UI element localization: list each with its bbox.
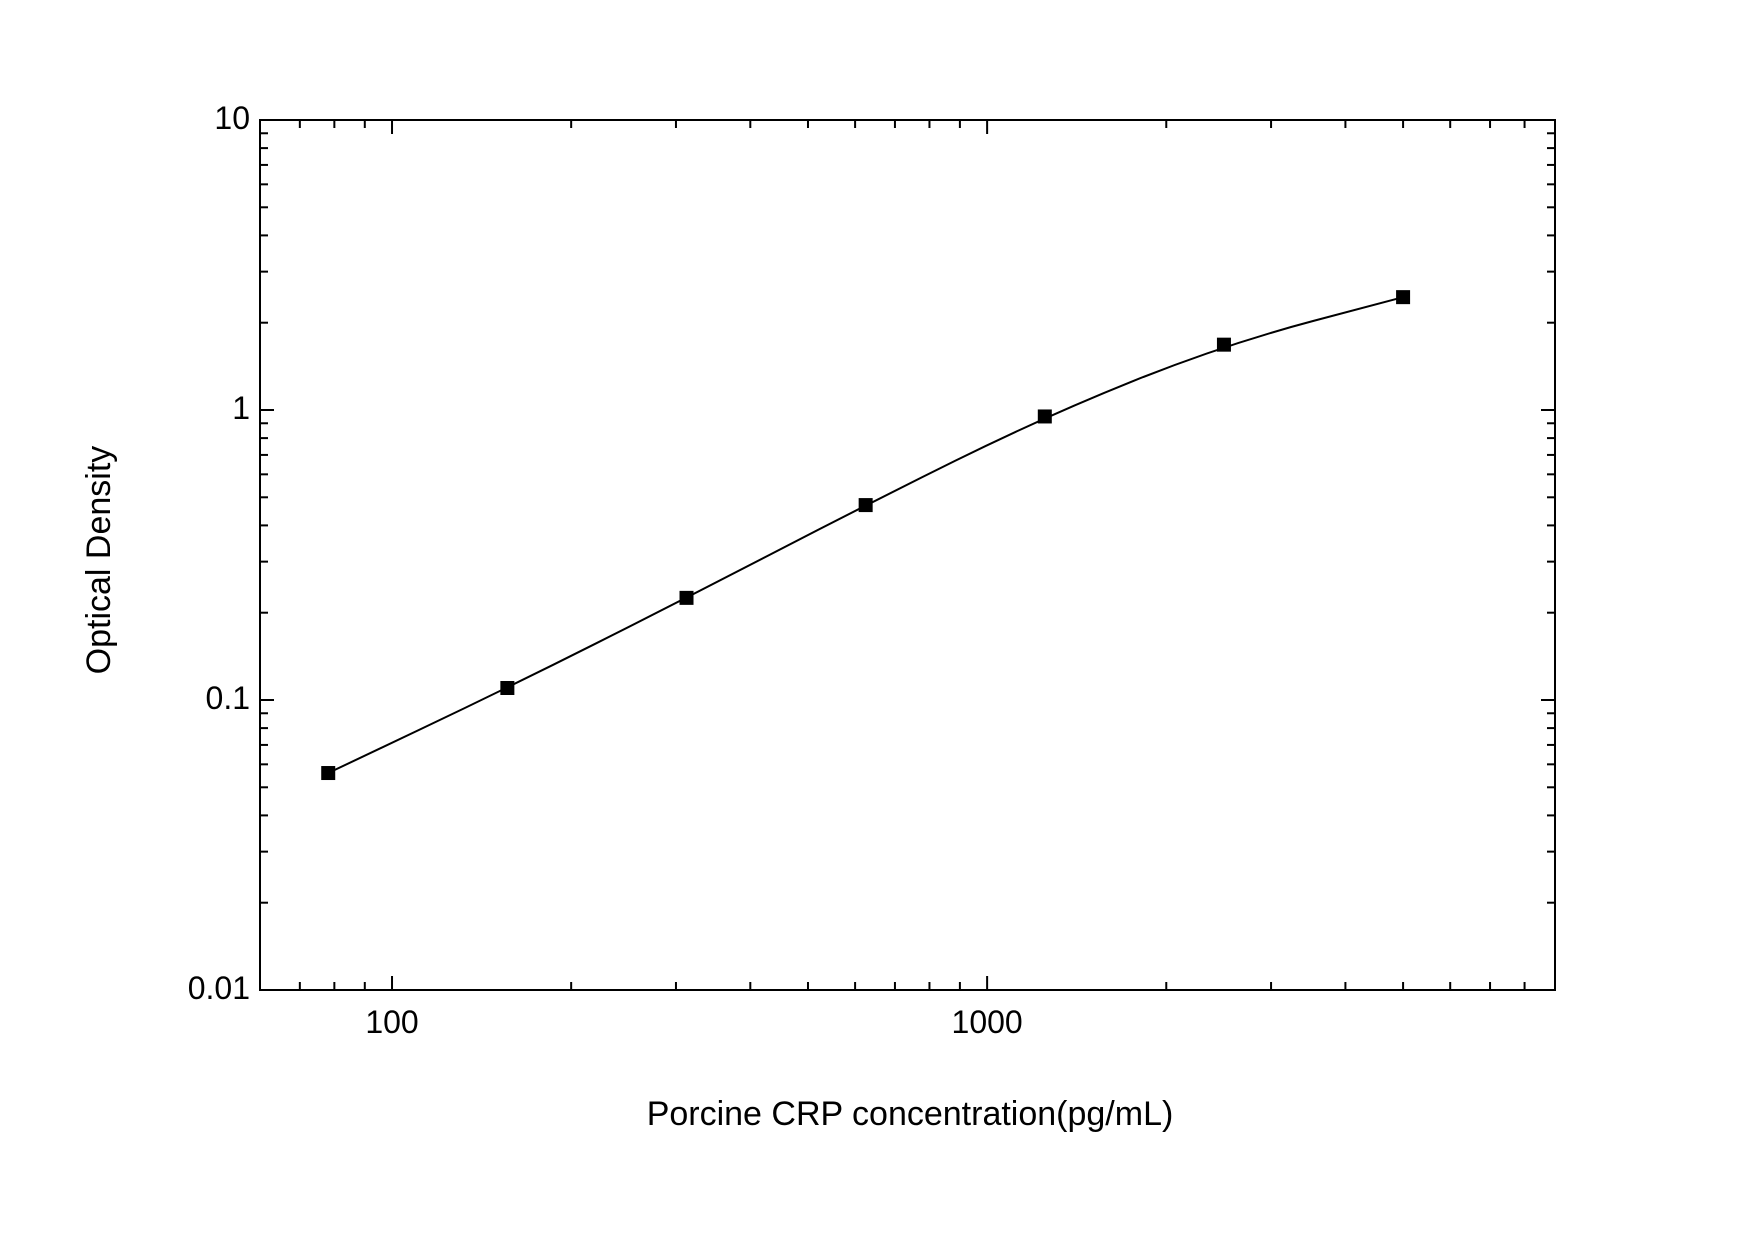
chart-container: Optical Density Porcine CRP concentratio…: [0, 0, 1755, 1240]
y-axis-label: Optical Density: [80, 410, 120, 710]
y-axis-label-text: Optical Density: [80, 446, 118, 675]
y-tick-label: 0.01: [150, 970, 250, 1007]
x-axis-label: Porcine CRP concentration(pg/mL): [460, 1095, 1360, 1140]
x-axis-label-text: Porcine CRP concentration(pg/mL): [647, 1095, 1174, 1133]
y-tick-label: 1: [150, 390, 250, 427]
y-tick-label: 0.1: [150, 680, 250, 717]
y-tick-label: 10: [150, 100, 250, 137]
x-tick-label: 1000: [927, 1004, 1047, 1041]
x-tick-label: 100: [332, 1004, 452, 1041]
chart-svg: [0, 0, 1755, 1240]
